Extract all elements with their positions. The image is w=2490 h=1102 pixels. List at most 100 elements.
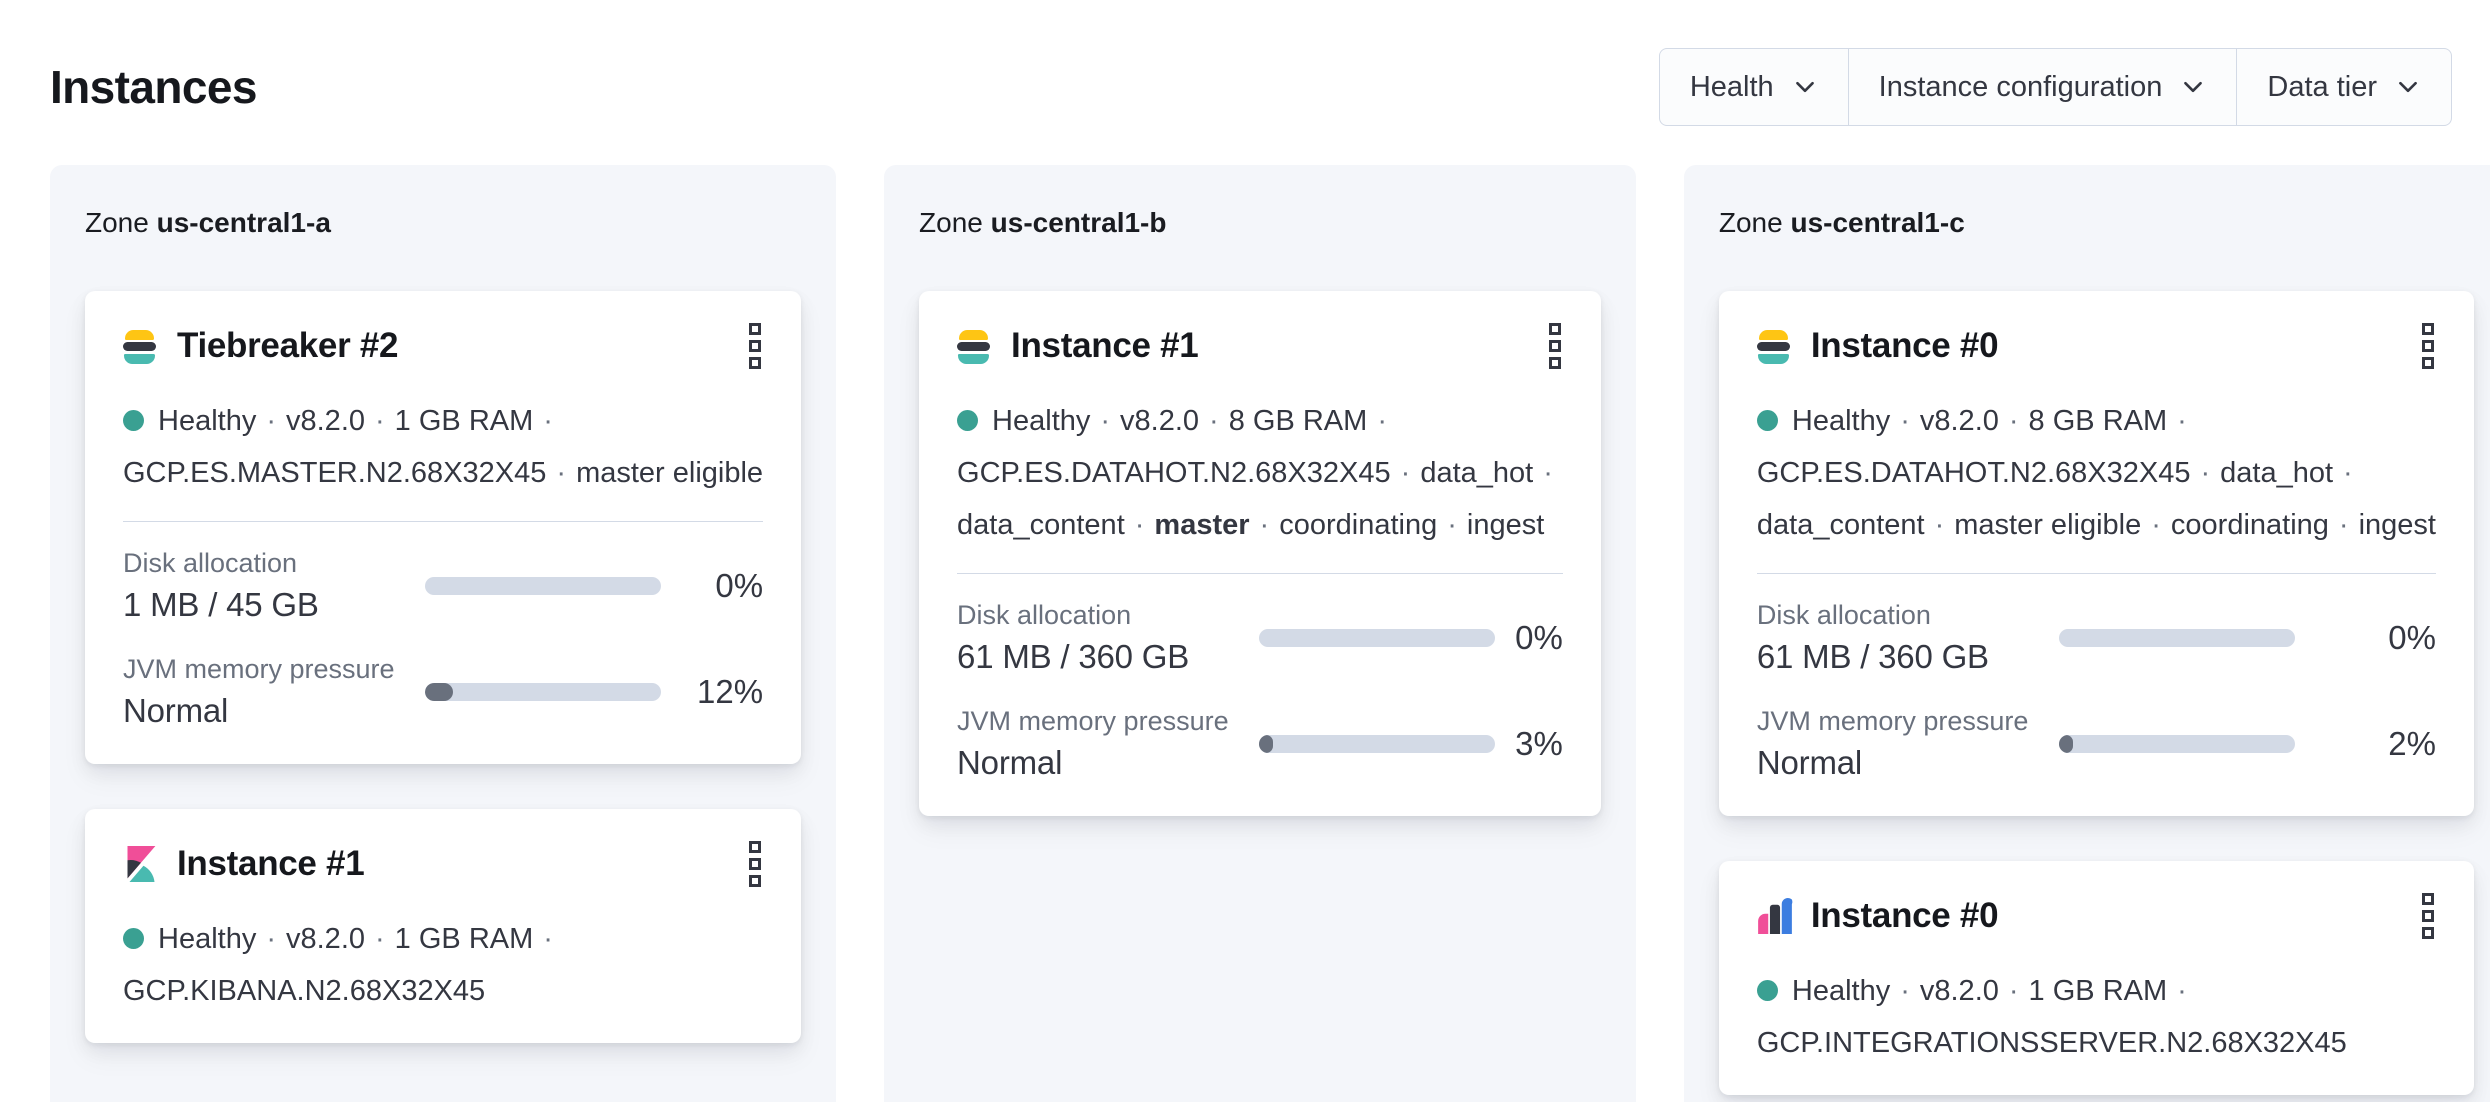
dot-separator: · — [556, 457, 567, 489]
metric-percent: 0% — [1515, 619, 1563, 656]
elasticsearch-logo-icon — [957, 329, 993, 364]
dot-separator: · — [1134, 509, 1145, 541]
kibana-logo-icon — [123, 846, 159, 882]
status-segment: GCP.KIBANA.N2.68X32X45 — [123, 975, 486, 1007]
status-segment: GCP.ES.DATAHOT.N2.68X32X45 — [1756, 457, 2191, 489]
dot-separator: · — [2343, 457, 2353, 489]
status-segment: Healthy — [158, 923, 257, 955]
dot-separator: · — [1900, 405, 1910, 437]
filter-dropdown-button[interactable]: Data tier — [2237, 49, 2451, 125]
status-segment: data_hot — [1420, 457, 1534, 489]
progress-bar — [425, 683, 661, 701]
instance-card-header: Instance #0 — [1756, 319, 2436, 373]
status-segment: data_content — [1756, 509, 1925, 541]
status-segment: Healthy — [158, 405, 257, 437]
status-segment: v8.2.0 — [286, 405, 365, 437]
metric-value: Normal — [957, 744, 1063, 781]
status-segment: master eligible — [1954, 509, 2142, 541]
status-segment: 1 GB RAM — [394, 405, 534, 437]
status-lines: Healthy · v8.2.0 · 1 GB RAM · GCP.INTEGRATIONS… — [1756, 965, 2436, 1069]
status-line: GCP.ES.MASTER.N2.68X32X45 · master eligibl… — [123, 447, 763, 499]
instance-menu-button[interactable] — [1547, 319, 1563, 373]
zone-name: us-central1-c — [1790, 207, 1965, 238]
progress-fill — [1259, 735, 1274, 753]
chevron-down-icon — [2395, 74, 2421, 100]
page-header: Instances Health Instance configuration … — [0, 0, 2490, 126]
filter-dropdown-button[interactable]: Health — [1660, 49, 1849, 125]
metric-label: Disk allocation — [957, 600, 1132, 630]
zone-label-prefix: Zone — [919, 207, 991, 238]
zone-label-prefix: Zone — [85, 207, 157, 238]
filter-label: Instance configuration — [1878, 70, 2163, 103]
instance-title: Tiebreaker #2 — [177, 326, 399, 365]
status-line: Healthy · v8.2.0 · 1 GB RAM · — [1756, 965, 2436, 1017]
status-segment: coordinating — [1279, 509, 1438, 541]
status-segment: ingest — [1466, 509, 1545, 541]
status-line: data_content · master · coordinating · ingest — [957, 499, 1563, 551]
dot-separator: · — [2008, 405, 2019, 437]
elasticsearch-logo-icon — [1756, 329, 1793, 364]
dot-separator: · — [1543, 457, 1553, 489]
dot-separator: · — [1900, 975, 1910, 1007]
dot-separator: · — [2008, 975, 2019, 1007]
metrics: Disk allocation 61 MB / 360 GB 0% JVM me… — [957, 600, 1563, 782]
metric-row: Disk allocation 61 MB / 360 GB 0% — [957, 600, 1563, 676]
progress-fill — [2058, 735, 2073, 753]
metric-row: Disk allocation 1 MB / 45 GB 0% — [123, 548, 763, 624]
boxes-vertical-icon — [749, 323, 762, 335]
status-segment: Healthy — [992, 405, 1091, 437]
filter-dropdown-button[interactable]: Instance configuration — [1849, 49, 2238, 125]
dot-separator: · — [266, 405, 276, 437]
health-dot — [123, 410, 144, 431]
dot-separator: · — [1400, 457, 1411, 489]
instance-menu-button[interactable] — [2420, 319, 2436, 373]
instance-menu-button[interactable] — [747, 319, 763, 373]
instance-card-header: Tiebreaker #2 — [123, 319, 763, 373]
metric-row: JVM memory pressure Normal 2% — [1757, 706, 2436, 782]
card-divider — [957, 573, 1563, 574]
status-line: data_content · master eligible · coordinatin… — [1757, 499, 2436, 551]
instance-card-header: Instance #1 — [123, 837, 763, 891]
metric-label: JVM memory pressure — [957, 706, 1229, 736]
zone-panel: Zone us-central1-b Instance #1 Healthy · v… — [884, 165, 1636, 1102]
integrations-server-logo-icon — [1757, 898, 1793, 934]
status-segment: GCP.INTEGRATIONSSERVER.N2.68X32X45 — [1756, 1027, 2347, 1059]
status-segment: v8.2.0 — [1919, 975, 1999, 1007]
instance-menu-button[interactable] — [747, 837, 763, 891]
dot-separator: · — [1377, 405, 1387, 437]
chevron-down-icon — [2180, 74, 2206, 100]
zone-cards: Instance #0 Healthy · v8.2.0 · 8 GB RAM · GCP.… — [1718, 291, 2474, 1095]
status-line: Healthy · v8.2.0 · 8 GB RAM · — [1756, 395, 2436, 447]
metric-value: Normal — [1756, 744, 1863, 781]
boxes-vertical-icon — [2421, 323, 2434, 335]
metric-value: 61 MB / 360 GB — [957, 638, 1190, 675]
dot-separator: · — [1934, 509, 1945, 541]
status-segment: Healthy — [1791, 975, 1891, 1007]
instance-card-header: Instance #1 — [957, 319, 1563, 373]
progress-bar — [1259, 629, 1496, 647]
zone-panel: Zone us-central1-a Tiebreaker #2 Healthy… — [50, 165, 837, 1102]
status-segment: master eligible — [576, 457, 764, 489]
status-lines: Healthy · v8.2.0 · 1 GB RAM · GCP.ES.MASTER.N2… — [123, 395, 763, 499]
metric-percent: 0% — [715, 567, 764, 604]
dot-separator: · — [375, 405, 385, 437]
instance-card-header: Instance #0 — [1757, 889, 2436, 943]
filter-group: Health Instance configuration Data tier — [1658, 48, 2452, 126]
metric-percent: 3% — [1515, 725, 1563, 762]
health-dot — [123, 928, 144, 949]
dot-separator: · — [266, 923, 276, 955]
progress-fill — [425, 683, 454, 701]
instance-title: Instance #1 — [1011, 326, 1199, 365]
instance-menu-button[interactable] — [2420, 889, 2436, 943]
zones-row: Zone us-central1-a Tiebreaker #2 Healthy… — [50, 165, 2490, 1102]
status-line: GCP.KIBANA.N2.68X32X45 — [123, 965, 763, 1017]
status-line: GCP.ES.DATAHOT.N2.68X32X45 · data_hot · — [1757, 447, 2436, 499]
zone-panel: Zone us-central1-c Instance #0 Healthy · v… — [1683, 165, 2490, 1102]
instance-card: Tiebreaker #2 Healthy · v8.2.0 · 1 GB RAM · GC… — [85, 291, 802, 764]
instance-title: Instance #0 — [1810, 326, 1999, 365]
status-lines: Healthy · v8.2.0 · 1 GB RAM · GCP.KIBANA.N2.68… — [123, 913, 763, 1017]
dot-separator: · — [1259, 509, 1270, 541]
status-segment: GCP.ES.MASTER.N2.68X32X45 — [123, 457, 547, 489]
metric-row: JVM memory pressure Normal 12% — [123, 654, 763, 730]
metrics: Disk allocation 61 MB / 360 GB 0% JVM me… — [1757, 600, 2436, 782]
